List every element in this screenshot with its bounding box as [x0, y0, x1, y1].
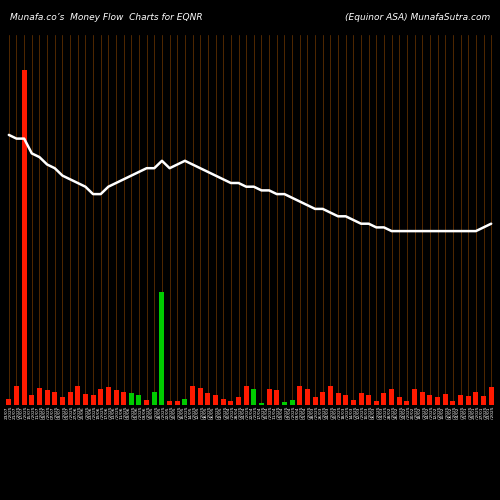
Bar — [167, 401, 172, 405]
Bar — [90, 395, 96, 405]
Bar — [98, 389, 103, 405]
Text: Munafa.co’s  Money Flow  Charts for EQNR: Munafa.co’s Money Flow Charts for EQNR — [10, 12, 202, 22]
Bar — [351, 400, 356, 405]
Bar — [106, 386, 111, 405]
Bar — [6, 398, 12, 405]
Bar — [466, 396, 470, 405]
Bar — [274, 390, 280, 405]
Bar — [190, 386, 195, 405]
Bar — [213, 395, 218, 405]
Bar — [68, 392, 72, 405]
Bar — [404, 401, 409, 405]
Bar — [366, 395, 371, 405]
Bar — [121, 392, 126, 405]
Bar — [412, 389, 417, 405]
Bar — [182, 398, 188, 405]
Bar — [129, 392, 134, 405]
Bar — [160, 292, 164, 405]
Bar — [481, 396, 486, 405]
Bar — [397, 397, 402, 405]
Bar — [236, 397, 241, 405]
Bar — [328, 386, 333, 405]
Bar — [228, 401, 234, 405]
Bar — [312, 397, 318, 405]
Bar — [358, 392, 364, 405]
Bar — [343, 395, 348, 405]
Bar — [389, 389, 394, 405]
Bar — [198, 388, 202, 405]
Bar — [320, 392, 325, 405]
Bar — [305, 389, 310, 405]
Bar — [298, 386, 302, 405]
Bar — [252, 389, 256, 405]
Bar — [114, 390, 118, 405]
Bar — [420, 392, 425, 405]
Bar — [442, 394, 448, 405]
Bar — [83, 394, 88, 405]
Bar — [244, 386, 248, 405]
Bar — [175, 401, 180, 405]
Bar — [22, 70, 26, 405]
Bar — [435, 397, 440, 405]
Bar — [290, 400, 294, 405]
Bar — [220, 398, 226, 405]
Bar — [259, 403, 264, 405]
Bar — [382, 392, 386, 405]
Bar — [488, 386, 494, 405]
Bar — [206, 392, 210, 405]
Bar — [428, 395, 432, 405]
Bar — [282, 402, 287, 405]
Bar — [136, 395, 141, 405]
Bar — [37, 388, 42, 405]
Bar — [458, 395, 463, 405]
Bar — [266, 389, 272, 405]
Bar — [450, 401, 456, 405]
Text: (Equinor ASA) MunafaSutra.com: (Equinor ASA) MunafaSutra.com — [345, 12, 490, 22]
Bar — [144, 400, 149, 405]
Bar — [374, 401, 379, 405]
Bar — [474, 392, 478, 405]
Bar — [60, 397, 65, 405]
Bar — [30, 395, 35, 405]
Bar — [52, 392, 58, 405]
Bar — [152, 392, 157, 405]
Bar — [44, 390, 50, 405]
Bar — [75, 386, 80, 405]
Bar — [336, 392, 340, 405]
Bar — [14, 386, 19, 405]
